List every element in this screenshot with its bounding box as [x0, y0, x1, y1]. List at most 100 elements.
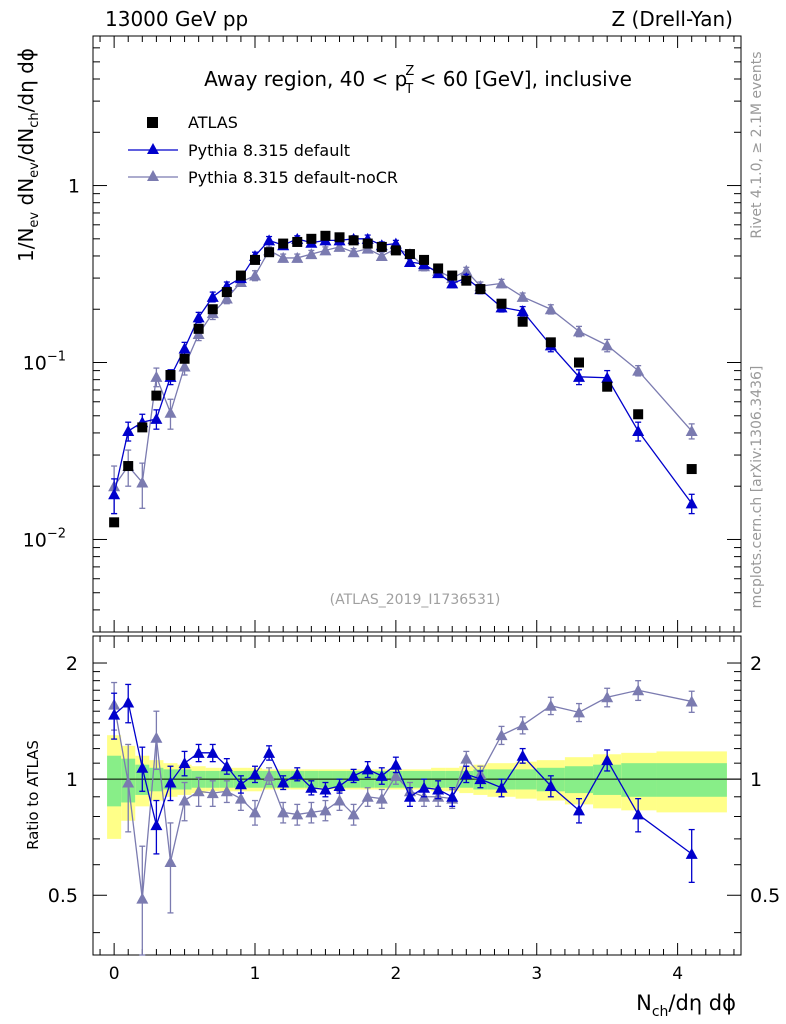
atlas-data-point [151, 390, 162, 401]
default-ratio-point [516, 749, 529, 761]
default-ratio-point [333, 779, 346, 791]
atlas-data-point [123, 461, 134, 472]
nocr-ratio-point [263, 769, 276, 781]
nocr-main-point [544, 303, 557, 315]
nocr-main-point [220, 292, 233, 304]
atlas-data-point [362, 238, 373, 249]
nocr-ratio-point [544, 699, 557, 711]
default-ratio-point [573, 804, 585, 816]
nocr-main-point [178, 360, 191, 372]
default-main-point [150, 412, 163, 424]
atlas-data-point [235, 270, 246, 281]
nocr-main-point [347, 246, 360, 258]
default-main-point [206, 290, 219, 302]
nocr-ratio-point [375, 792, 388, 804]
x-tick-label: 1 [250, 964, 261, 984]
default-main-point [108, 488, 121, 500]
x-tick-label: 2 [390, 964, 401, 984]
default-main-point [685, 497, 698, 509]
default-ratio-point [347, 769, 360, 781]
atlas-data-point [165, 370, 176, 381]
data-series [108, 230, 698, 956]
atlas-data-point [433, 263, 444, 274]
nocr-main-point [150, 370, 163, 382]
default-ratio-point [277, 776, 290, 788]
default-ratio-point [234, 778, 247, 790]
analysis-id: (ATLAS_2019_I1736531) [330, 592, 501, 608]
default-ratio-point [164, 776, 177, 788]
title-sup: Z [405, 64, 414, 79]
nocr-ratio-point [164, 855, 177, 867]
atlas-data-point [221, 287, 232, 298]
default-main-line [113, 238, 693, 504]
legend-marker-atlas [147, 117, 158, 128]
nocr-main-point [164, 406, 177, 418]
default-ratio-point [474, 773, 487, 785]
atlas-data-point [334, 232, 345, 243]
legend: ATLAS Pythia 8.315 default Pythia 8.315 … [128, 113, 398, 187]
default-ratio-point [418, 781, 431, 793]
nocr-main-point [333, 240, 346, 252]
atlas-data-point [447, 270, 458, 281]
nocr-main-point [291, 251, 304, 263]
nocr-ratio-point [685, 695, 698, 707]
legend-marker-default [147, 143, 159, 154]
nocr-ratio-point [220, 785, 233, 797]
default-ratio-point [192, 746, 205, 758]
axes-frames [92, 35, 742, 956]
nocr-ratio-point [347, 808, 360, 820]
ratio-tick-label-left: 2 [66, 653, 78, 675]
atlas-data-point [278, 238, 289, 249]
atlas-data-point [193, 323, 204, 334]
default-ratio-point [319, 783, 332, 795]
atlas-data-point [517, 316, 528, 327]
y-axis-label-main: 1/Nev dNev/dNch/dη dϕ [14, 48, 42, 262]
atlas-data-point [633, 409, 644, 420]
default-ratio-point [601, 754, 614, 766]
header-right: Z (Drell-Yan) [611, 7, 733, 31]
default-ratio-line [113, 701, 693, 855]
nocr-ratio-point [516, 719, 529, 731]
green-band-segment [107, 755, 122, 807]
nocr-ratio-point [178, 794, 191, 806]
atlas-data-point [250, 254, 260, 265]
default-ratio-point [249, 768, 261, 780]
legend-label-nocr: Pythia 8.315 default-noCR [188, 168, 398, 187]
green-band-segment [621, 763, 657, 797]
plot-title: Away region, 40 < pZ T < 60 [GeV], inclus… [204, 64, 632, 97]
atlas-data-point [348, 235, 359, 246]
default-ratio-point [108, 708, 121, 720]
default-main-point [178, 342, 191, 354]
default-ratio-point [495, 781, 508, 793]
nocr-main-point [375, 249, 388, 261]
nocr-ratio-point [206, 787, 219, 799]
default-ratio-point [263, 746, 276, 758]
nocr-ratio-point [495, 729, 508, 741]
nocr-ratio-point [305, 806, 318, 818]
y-axis-label-ratio: Ratio to ATLAS [24, 740, 42, 850]
nocr-main-point [136, 476, 149, 488]
nocr-main-point [277, 251, 290, 263]
default-ratio-point [446, 790, 459, 802]
x-axis-label: Nch/dη dϕ [636, 991, 736, 1020]
y-tick-label-main: 10−2 [23, 526, 66, 551]
nocr-ratio-point [389, 769, 402, 781]
x-tick-label: 4 [672, 964, 683, 984]
nocr-ratio-point [136, 892, 149, 904]
atlas-data-point [292, 236, 303, 247]
default-main-point [403, 255, 416, 267]
nocr-main-point [249, 269, 261, 281]
atlas-data-point [574, 357, 584, 368]
title-post: < 60 [GeV], inclusive [413, 67, 632, 91]
nocr-ratio-point [150, 731, 163, 743]
default-ratio-point [685, 847, 698, 859]
default-ratio-point [544, 779, 557, 791]
green-band-segment [564, 766, 594, 794]
title-pre: Away region, 40 < p [204, 67, 407, 91]
default-main-point [632, 425, 645, 437]
atlas-data-point [545, 337, 556, 348]
x-tick-label: 0 [109, 964, 120, 984]
nocr-main-point [495, 277, 508, 289]
nocr-ratio-point [601, 691, 614, 703]
legend-label-atlas: ATLAS [188, 113, 238, 132]
